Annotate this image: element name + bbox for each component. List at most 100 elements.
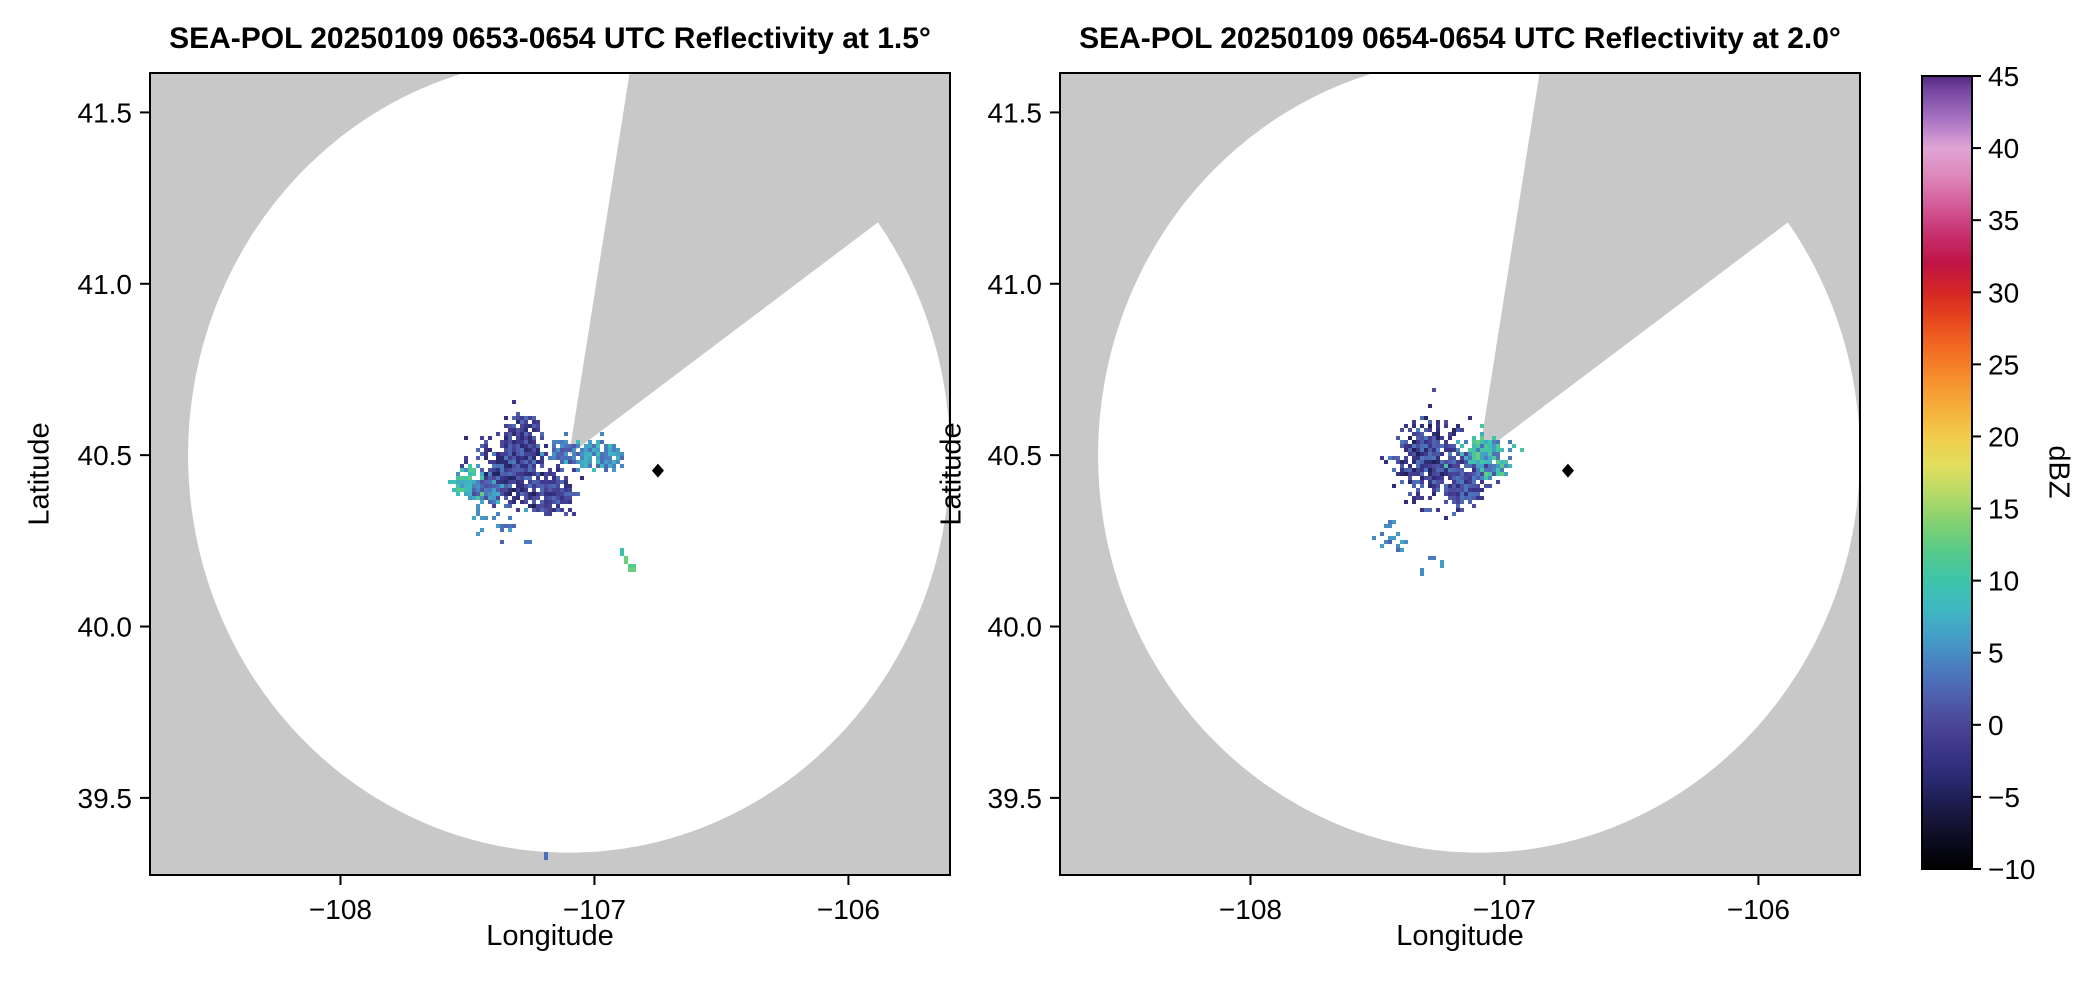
- echo-gate: [1484, 456, 1488, 460]
- echo-gate: [508, 444, 512, 448]
- echo-gate: [508, 456, 512, 460]
- echo-gate: [528, 476, 532, 480]
- echo-gate: [1412, 500, 1416, 504]
- echo-gate: [596, 452, 600, 456]
- echo-gate: [516, 452, 520, 456]
- echo-gate: [1500, 460, 1504, 464]
- echo-gate: [500, 472, 504, 476]
- echo-gate: [1460, 496, 1464, 500]
- echo-gate: [1420, 424, 1424, 428]
- echo-gate: [1444, 460, 1448, 464]
- echo-gate: [564, 476, 568, 480]
- echo-gate: [508, 516, 512, 520]
- y-tick-label: 40.0: [988, 612, 1043, 643]
- echo-gate: [540, 432, 544, 436]
- echo-gate: [512, 472, 516, 476]
- echo-gate: [464, 492, 468, 496]
- echo-gate: [1432, 492, 1436, 496]
- echo-gate: [1480, 488, 1484, 492]
- echo-gate: [532, 484, 536, 488]
- echo-gate: [536, 460, 540, 464]
- echo-gate: [524, 420, 528, 424]
- echo-gate: [492, 516, 496, 520]
- echo-gate: [524, 500, 528, 504]
- echo-gate: [512, 456, 516, 460]
- echo-gate: [524, 440, 528, 444]
- echo-gate: [472, 488, 476, 492]
- echo-gate: [1420, 448, 1424, 452]
- echo-gate: [1464, 472, 1468, 476]
- echo-gate: [596, 464, 600, 468]
- echo-gate: [572, 460, 576, 464]
- echo-gate: [496, 500, 500, 504]
- echo-gate: [1472, 440, 1476, 444]
- echo-gate: [496, 460, 500, 464]
- echo-gate: [1408, 436, 1412, 440]
- echo-gate: [1460, 476, 1464, 480]
- echo-gate: [1476, 496, 1480, 500]
- echo-gate: [528, 436, 532, 440]
- echo-gate: [1508, 464, 1512, 468]
- echo-gate: [1380, 456, 1384, 460]
- echo-gate: [488, 460, 492, 464]
- echo-gate: [1388, 520, 1392, 524]
- echo-gate: [608, 456, 612, 460]
- echo-gate: [1504, 472, 1508, 476]
- echo-gate: [492, 452, 496, 456]
- echo-gate: [596, 460, 600, 464]
- echo-gate: [1464, 460, 1468, 464]
- echo-gate: [560, 460, 564, 464]
- echo-gate: [552, 444, 556, 448]
- y-tick-label: 39.5: [78, 783, 133, 814]
- echo-gate: [572, 444, 576, 448]
- echo-gate: [544, 476, 548, 480]
- echo-gate: [1444, 472, 1448, 476]
- echo-gate: [576, 444, 580, 448]
- echo-gate: [1428, 404, 1432, 408]
- echo-gate: [476, 492, 480, 496]
- echo-gate: [560, 456, 564, 460]
- echo-gate: [1428, 468, 1432, 472]
- echo-gate: [1464, 488, 1468, 492]
- echo-gate: [1456, 484, 1460, 488]
- echo-gate: [1448, 484, 1452, 488]
- echo-gate: [1468, 452, 1472, 456]
- echo-gate: [1460, 500, 1464, 504]
- x-tick-label: −106: [817, 894, 880, 925]
- echo-gate: [524, 472, 528, 476]
- echo-gate: [1416, 432, 1420, 436]
- echo-gate: [1476, 476, 1480, 480]
- echo-gate: [1404, 444, 1408, 448]
- echo-gate: [1464, 496, 1468, 500]
- echo-gate: [516, 460, 520, 464]
- echo-gate: [500, 452, 504, 456]
- echo-speck: [632, 568, 636, 572]
- echo-gate: [1452, 488, 1456, 492]
- echo-gate: [1400, 472, 1404, 476]
- echo-gate: [468, 488, 472, 492]
- echo-gate: [1476, 452, 1480, 456]
- echo-gate: [456, 484, 460, 488]
- echo-gate: [1444, 516, 1448, 520]
- echo-gate: [492, 484, 496, 488]
- echo-gate: [568, 444, 572, 448]
- echo-gate: [508, 492, 512, 496]
- echo-gate: [1484, 468, 1488, 472]
- echo-gate: [504, 464, 508, 468]
- echo-gate: [488, 488, 492, 492]
- echo-gate: [600, 460, 604, 464]
- echo-gate: [1420, 416, 1424, 420]
- echo-gate: [532, 452, 536, 456]
- echo-gate: [460, 464, 464, 468]
- echo-gate: [516, 440, 520, 444]
- y-tick-label: 39.5: [988, 783, 1043, 814]
- echo-gate: [504, 468, 508, 472]
- y-tick-label: 41.0: [988, 269, 1043, 300]
- echo-gate: [464, 460, 468, 464]
- echo-speck: [628, 568, 632, 572]
- echo-gate: [1488, 484, 1492, 488]
- echo-gate: [500, 468, 504, 472]
- echo-gate: [528, 444, 532, 448]
- echo-gate: [1448, 432, 1452, 436]
- echo-gate: [456, 476, 460, 480]
